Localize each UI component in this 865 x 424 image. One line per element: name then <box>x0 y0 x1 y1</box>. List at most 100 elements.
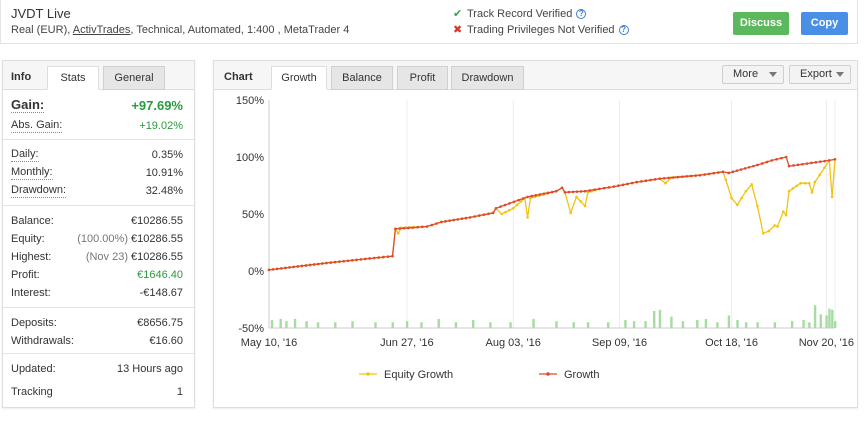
volume-bar <box>819 314 823 328</box>
discuss-button[interactable]: Discuss <box>733 12 789 35</box>
stat-label[interactable]: Gain: <box>11 97 45 113</box>
growth-point <box>391 254 394 258</box>
chart-legend: Equity Growth Growth <box>359 369 599 381</box>
volume-bar <box>834 321 837 328</box>
volume-bar <box>293 318 297 328</box>
growth-point <box>271 268 275 271</box>
y-tick-label: 150% <box>236 95 264 107</box>
chart-panel: Chart Growth Balance Profit Drawdown Mor… <box>213 60 858 408</box>
stat-value: 32.48% <box>145 185 183 197</box>
growth-point <box>482 213 486 216</box>
equity-growth-point <box>787 189 791 193</box>
chevron-down-icon <box>836 72 844 77</box>
growth-point <box>649 178 652 182</box>
growth-point <box>784 155 788 159</box>
growth-chart[interactable]: 150% 100% 50% 0% -50% May 10, '16 Jun 27, '16 A… <box>214 91 857 407</box>
stats-tabs: Info Stats General <box>3 61 194 90</box>
tab-growth[interactable]: Growth <box>271 66 327 90</box>
growth-point <box>756 163 759 167</box>
equity-growth-point <box>511 207 515 210</box>
stat-value-group: (100.00%) €10286.55 <box>77 230 183 248</box>
stat-label: Equity: <box>11 233 45 245</box>
equity-growth-point <box>724 178 728 182</box>
growth-point <box>494 207 498 210</box>
volume-bar <box>813 305 817 328</box>
help-icon[interactable]: ? <box>618 25 629 35</box>
tab-stats[interactable]: Stats <box>47 66 99 90</box>
stat-drawdown: Drawdown: 32.48% <box>11 182 183 200</box>
more-label: More <box>733 68 759 80</box>
volume-bar <box>632 321 636 328</box>
stat-value: 13 Hours ago <box>116 363 183 375</box>
stat-tracking: Tracking 1 <box>11 383 183 401</box>
growth-point <box>416 226 419 229</box>
volume-bar <box>270 320 274 328</box>
more-dropdown[interactable]: More <box>722 65 784 84</box>
x-tick-label: Jun 27, '16 <box>380 337 433 349</box>
divider <box>3 205 194 206</box>
divider <box>3 139 194 140</box>
growth-point <box>407 226 410 230</box>
stat-value: €10286.55 <box>131 251 183 263</box>
stats-panel: Info Stats General Gain: +97.69% Abs. Ga… <box>2 60 195 408</box>
equity-growth-point <box>767 229 771 233</box>
growth-point <box>712 171 716 175</box>
equity-growth-point <box>781 210 785 214</box>
volume-bar <box>471 320 475 328</box>
tab-balance[interactable]: Balance <box>331 66 393 90</box>
tab-general[interactable]: General <box>103 66 165 90</box>
volume-bar <box>586 322 590 328</box>
growth-point <box>780 156 783 160</box>
y-tick-label: 100% <box>236 152 264 164</box>
growth-point <box>765 160 769 164</box>
growth-point <box>346 259 350 263</box>
growth-point <box>351 258 354 262</box>
growth-point <box>468 216 472 219</box>
copy-button[interactable]: Copy <box>801 12 848 35</box>
volume-bar <box>532 318 535 328</box>
x-tick-label: May 10, '16 <box>241 337 298 349</box>
equity-growth-point <box>740 196 743 200</box>
stat-label: Highest: <box>11 251 52 263</box>
stat-value: €1646.40 <box>137 269 183 281</box>
tab-profit[interactable]: Profit <box>397 66 448 90</box>
track-record-text: Track Record Verified <box>467 8 573 20</box>
growth-point <box>312 263 316 266</box>
volume-bars <box>270 305 837 328</box>
growth-point <box>662 176 666 180</box>
growth-point <box>359 258 363 261</box>
stat-profit: Profit: €1646.40 <box>11 266 183 284</box>
growth-point <box>538 193 542 196</box>
growth-point <box>321 262 324 265</box>
stat-label[interactable]: Daily: <box>11 148 39 162</box>
help-icon[interactable]: ? <box>576 9 587 19</box>
stat-interest: Interest: -€148.67 <box>11 284 183 302</box>
chart-axes: 150% 100% 50% 0% -50% May 10, '16 Jun 27, '16 A… <box>236 95 854 349</box>
growth-point <box>810 161 813 165</box>
growth-point <box>508 202 511 205</box>
stat-label[interactable]: Drawdown: <box>11 184 67 198</box>
tab-drawdown[interactable]: Drawdown <box>451 66 524 90</box>
growth-point <box>630 181 634 185</box>
broker-link[interactable]: ActivTrades <box>72 24 131 36</box>
volume-bar <box>790 321 794 328</box>
chart-tabs: Chart Growth Balance Profit Drawdown Mor… <box>214 61 857 90</box>
equity-growth-point <box>504 210 507 214</box>
growth-point <box>823 159 827 163</box>
stat-label[interactable]: Monthly: <box>11 166 53 180</box>
divider <box>3 353 194 354</box>
growth-point <box>653 178 657 181</box>
growth-point <box>456 218 460 221</box>
growth-legend-marker <box>546 372 550 376</box>
x-tick-label: Sep 09, '16 <box>592 337 647 349</box>
growth-point <box>617 184 620 188</box>
equity-growth-line <box>268 158 836 271</box>
export-dropdown[interactable]: Export <box>789 65 851 84</box>
stat-value-group: (Nov 23) €10286.55 <box>86 248 183 266</box>
growth-point <box>743 167 747 170</box>
growth-point <box>329 261 333 264</box>
stat-value: €8656.75 <box>137 317 183 329</box>
equity-growth-point <box>830 195 834 199</box>
stat-label[interactable]: Abs. Gain: <box>11 119 63 133</box>
equity-growth-point <box>803 181 807 185</box>
